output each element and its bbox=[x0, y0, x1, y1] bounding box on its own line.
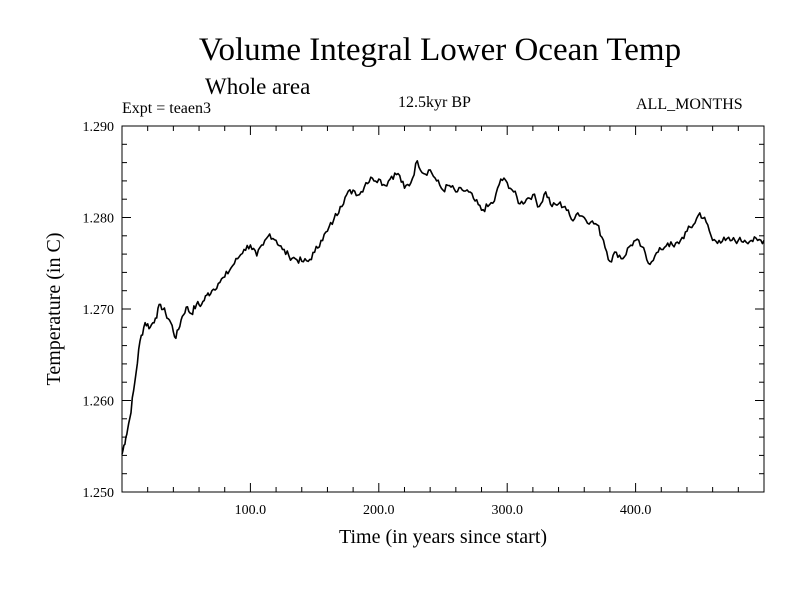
series-line bbox=[121, 160, 765, 455]
y-tick-label: 1.280 bbox=[83, 212, 115, 227]
y-axis-label: Temperature (in C) bbox=[43, 233, 65, 386]
experiment-label: Expt = teaen3 bbox=[122, 100, 211, 117]
chart-subtitle: Whole area bbox=[205, 74, 311, 99]
x-axis-label: Time (in years since start) bbox=[339, 526, 547, 548]
x-tick-label: 300.0 bbox=[491, 503, 523, 518]
x-tick-label: 100.0 bbox=[235, 503, 267, 518]
y-tick-label: 1.250 bbox=[83, 486, 115, 501]
period-label: 12.5kyr BP bbox=[398, 94, 471, 111]
x-tick-label: 400.0 bbox=[620, 503, 652, 518]
chart-title: Volume Integral Lower Ocean Temp bbox=[198, 32, 682, 68]
months-label: ALL_MONTHS bbox=[636, 96, 743, 113]
y-tick-label: 1.270 bbox=[83, 303, 115, 318]
plot-frame bbox=[121, 125, 765, 493]
y-tick-label: 1.260 bbox=[83, 395, 115, 410]
x-tick-label: 200.0 bbox=[363, 503, 395, 518]
y-tick-label: 1.290 bbox=[83, 120, 115, 135]
